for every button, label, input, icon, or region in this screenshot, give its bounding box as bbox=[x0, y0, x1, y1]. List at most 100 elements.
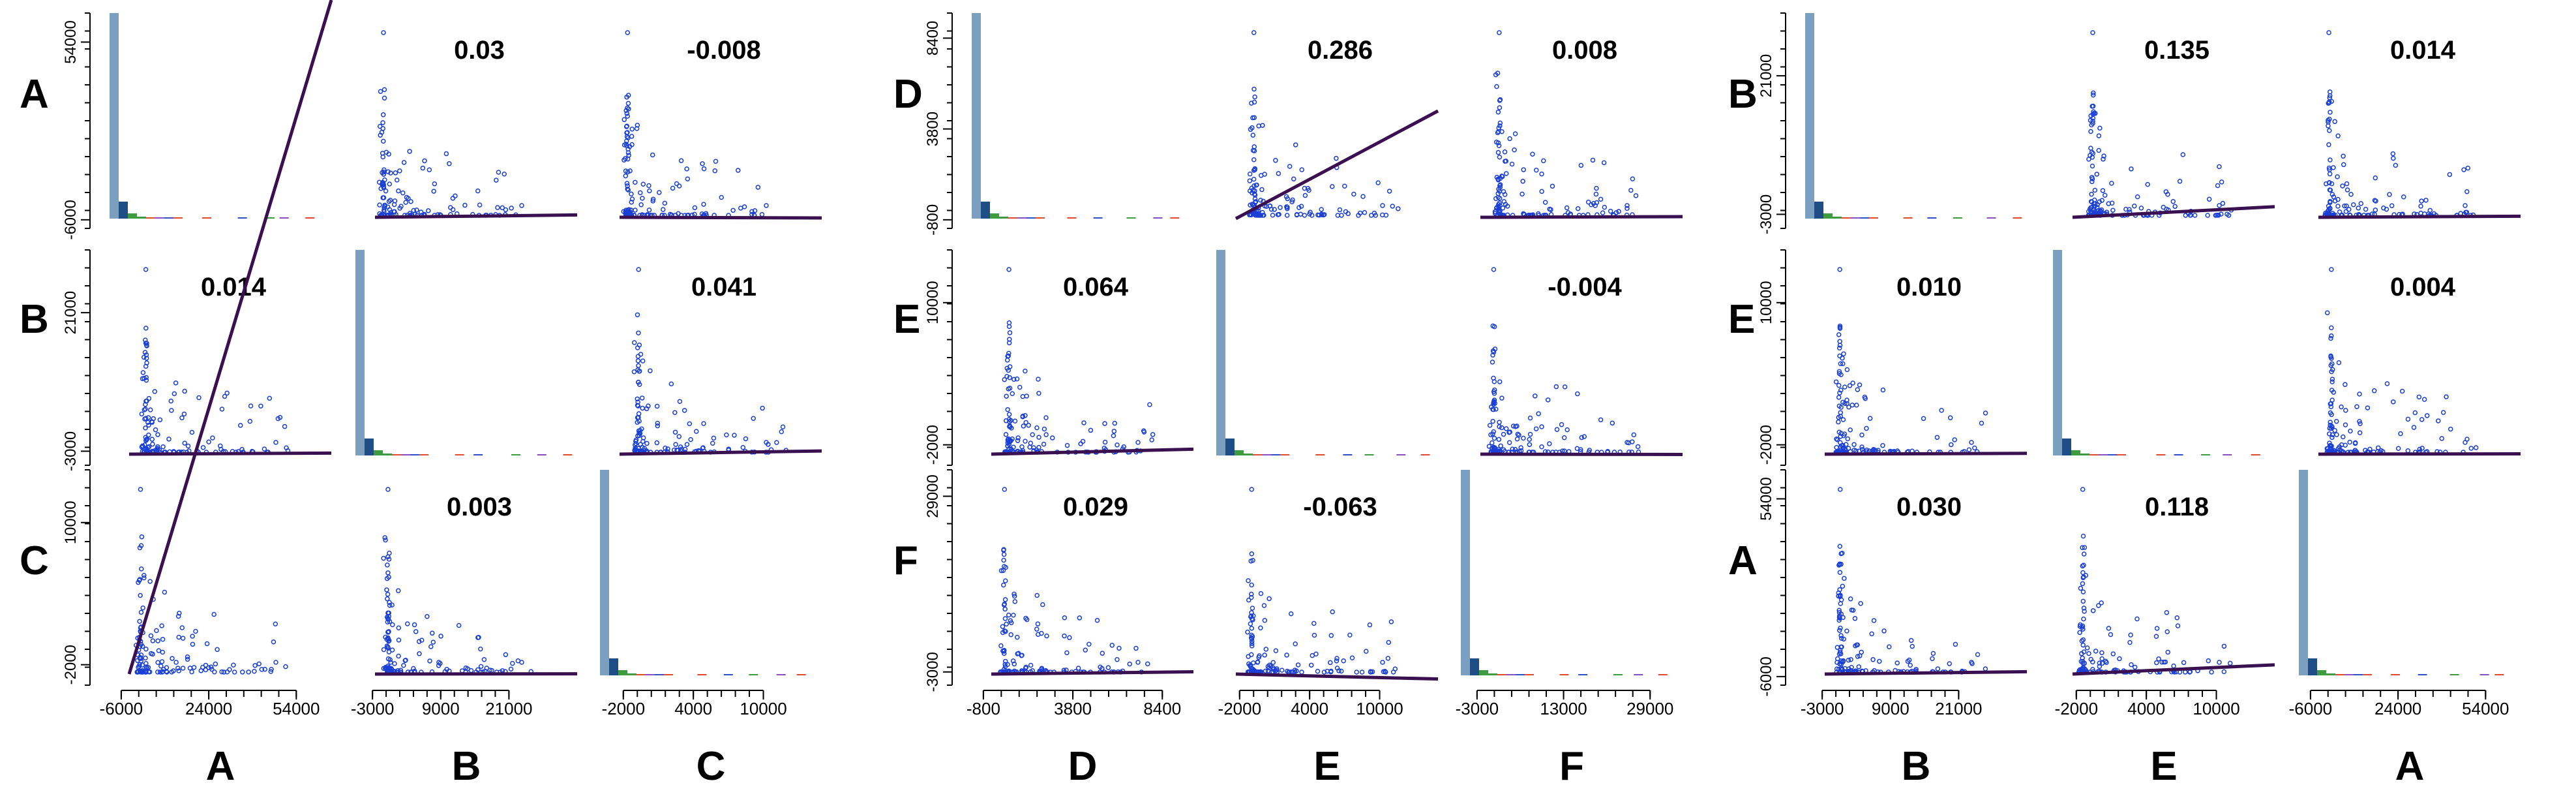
scatter-point bbox=[2364, 208, 2368, 211]
scatter-point bbox=[1044, 416, 1048, 420]
scatter-point bbox=[1514, 132, 1518, 136]
scatter-point bbox=[158, 418, 162, 422]
scatter-point bbox=[1872, 619, 1876, 623]
scatter-point bbox=[1009, 633, 1013, 637]
correlation-label: 0.004 bbox=[2390, 273, 2456, 301]
scatter-point bbox=[2222, 644, 2226, 648]
scatter-point bbox=[161, 638, 165, 641]
scatter-point bbox=[2089, 192, 2093, 196]
x-tick-label: 8400 bbox=[1143, 699, 1181, 718]
scatter-point bbox=[170, 408, 173, 412]
histogram-bar bbox=[2391, 674, 2400, 675]
scatter-point bbox=[138, 593, 142, 597]
scatter-point bbox=[1540, 172, 1544, 176]
scatter-point bbox=[2412, 425, 2416, 429]
scatter-point bbox=[156, 639, 160, 643]
scatter-point bbox=[1338, 208, 1341, 212]
scatter-point bbox=[162, 591, 166, 594]
scatter-point bbox=[1264, 669, 1268, 673]
scatter-point bbox=[629, 192, 633, 196]
scatter-point bbox=[2097, 148, 2101, 152]
histogram-bar bbox=[1559, 674, 1568, 675]
scatter-point bbox=[711, 441, 715, 445]
histogram-bar bbox=[2317, 670, 2326, 675]
scatter-point bbox=[387, 182, 391, 186]
y-tick-label: -6000 bbox=[1758, 656, 1775, 696]
scatter-point bbox=[496, 206, 500, 209]
scatter-point bbox=[2349, 192, 2353, 196]
histogram-bar bbox=[1262, 454, 1271, 455]
scatter-point bbox=[1836, 420, 1840, 424]
scatter-point bbox=[267, 396, 271, 400]
scatter-point bbox=[387, 551, 391, 555]
x-tick-label: 4000 bbox=[2127, 699, 2165, 718]
row-label-E: E bbox=[893, 297, 920, 342]
scatter-point bbox=[2209, 670, 2213, 674]
scatter-point bbox=[1865, 427, 1868, 431]
scatter-point bbox=[2103, 193, 2107, 197]
scatter-point bbox=[140, 567, 143, 571]
scatter-point bbox=[1029, 663, 1033, 667]
scatter-point bbox=[1840, 584, 1844, 588]
histogram-bar bbox=[355, 250, 365, 455]
scatter-point bbox=[1881, 388, 1885, 392]
scatter-point bbox=[1259, 626, 1263, 630]
histogram-bar bbox=[2326, 673, 2335, 675]
scatter-point bbox=[1594, 192, 1598, 196]
histogram-bar bbox=[1216, 250, 1225, 455]
panel-B-vs-C: 0.041 bbox=[620, 268, 822, 454]
scatter-point bbox=[160, 650, 164, 654]
scatter-point bbox=[393, 662, 397, 666]
histogram-bar bbox=[1225, 438, 1235, 455]
scatter-point bbox=[2208, 197, 2211, 201]
scatter-point bbox=[1128, 662, 1131, 666]
scatter-point bbox=[2078, 630, 2082, 634]
scatter-point bbox=[2355, 405, 2359, 408]
scatter-point bbox=[1505, 172, 1508, 176]
scatter-point bbox=[414, 630, 418, 634]
scatter-point bbox=[1936, 667, 1939, 671]
histogram-bar bbox=[473, 454, 483, 455]
scatter-point bbox=[2220, 180, 2224, 184]
histogram-bar bbox=[990, 213, 999, 219]
scatter-point bbox=[2449, 427, 2453, 431]
scatter-point bbox=[1870, 632, 1874, 636]
histogram-bar bbox=[419, 454, 428, 455]
histogram-bar bbox=[1479, 670, 1488, 675]
scatter-point bbox=[1002, 487, 1006, 491]
scatter-point bbox=[382, 648, 386, 652]
scatter-point bbox=[141, 371, 145, 375]
scatter-point bbox=[633, 180, 637, 184]
scatter-point bbox=[149, 408, 153, 412]
scatter-point bbox=[2391, 152, 2395, 156]
scatter-point bbox=[2406, 417, 2410, 421]
panel-E-vs-D: 0.064 bbox=[991, 268, 1193, 454]
scatter-point bbox=[1111, 434, 1115, 438]
scatter-point bbox=[479, 647, 483, 651]
scatter-point bbox=[273, 622, 277, 626]
scatter-point bbox=[182, 412, 186, 416]
scatter-point bbox=[1497, 31, 1501, 35]
scatter-point bbox=[1630, 177, 1634, 181]
histogram-bar bbox=[1953, 217, 1962, 219]
column-label-B: B bbox=[1902, 744, 1931, 789]
scatter-point bbox=[736, 168, 740, 172]
histogram-bar bbox=[981, 202, 990, 219]
histogram-bar bbox=[173, 217, 183, 219]
scatter-point bbox=[1004, 433, 1008, 437]
scatter-point bbox=[1535, 168, 1538, 172]
scatter-point bbox=[2442, 410, 2446, 414]
scatter-point bbox=[1267, 596, 1271, 600]
scatter-point bbox=[382, 87, 386, 91]
scatter-point bbox=[1495, 85, 1499, 89]
scatter-point bbox=[382, 139, 385, 143]
scatter-point bbox=[160, 624, 164, 628]
scatter-point bbox=[1360, 670, 1364, 674]
row-label-F: F bbox=[893, 538, 918, 583]
scatter-point bbox=[2157, 657, 2161, 661]
fit-line bbox=[129, 453, 331, 454]
x-tick-label: 21000 bbox=[1935, 699, 1982, 718]
x-tick-label: 4000 bbox=[674, 699, 712, 718]
scatter-point bbox=[1263, 619, 1266, 623]
